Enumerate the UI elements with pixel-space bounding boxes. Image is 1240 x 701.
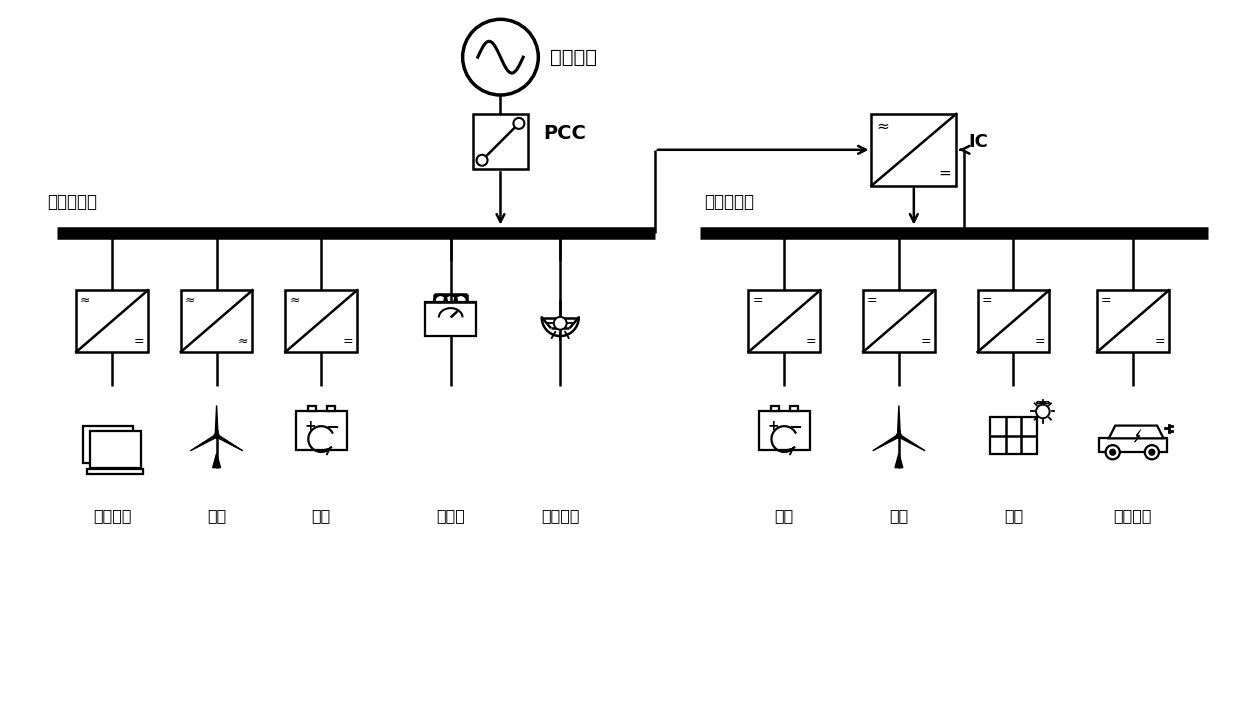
Text: 上级电网: 上级电网 [551,48,598,67]
Polygon shape [900,436,925,451]
Circle shape [476,155,487,165]
Text: ≈: ≈ [185,294,195,307]
Circle shape [1037,404,1049,418]
Text: −: − [789,417,802,435]
Text: =: = [806,335,816,348]
Text: +: + [304,419,316,433]
Text: =: = [342,335,353,348]
Bar [1099,438,1167,452]
Circle shape [1145,445,1159,459]
Polygon shape [873,436,898,451]
Bar [91,430,141,468]
Bar [83,426,134,463]
Circle shape [897,433,901,438]
Bar [790,407,797,411]
Polygon shape [191,436,215,451]
Text: =: = [1101,294,1112,307]
Text: 直流子微网: 直流子微网 [704,193,755,210]
Circle shape [463,20,538,95]
Bar [1097,290,1169,352]
Circle shape [554,317,567,329]
Circle shape [215,433,219,438]
Text: +: + [768,419,779,433]
Text: 直流负荷: 直流负荷 [93,508,131,523]
Text: ≈: ≈ [81,294,91,307]
Text: ≈: ≈ [877,119,889,134]
Bar [749,290,820,352]
Text: =: = [133,335,144,348]
Text: 储能: 储能 [311,508,331,523]
Bar [425,302,476,336]
Text: =: = [920,335,931,348]
Text: ≈: ≈ [289,294,300,307]
Bar [181,290,253,352]
Text: 储能: 储能 [775,508,794,523]
Bar [990,417,1037,454]
Text: =: = [1034,335,1045,348]
Bar [771,407,779,411]
Text: 电动汽车: 电动汽车 [1114,508,1152,523]
Text: =: = [867,294,878,307]
Circle shape [513,118,525,129]
Bar [977,290,1049,352]
Bar [326,407,335,411]
Bar [872,114,956,186]
Bar [88,469,144,474]
Bar [285,290,357,352]
Text: =: = [753,294,763,307]
Text: −: − [325,417,340,435]
Text: PCC: PCC [543,124,585,144]
Polygon shape [898,405,900,433]
Polygon shape [216,405,218,433]
Text: 光伏: 光伏 [1004,508,1023,523]
Text: =: = [1154,335,1164,348]
Bar [759,411,810,450]
Text: 发电机: 发电机 [436,508,465,523]
Bar [863,290,935,352]
Text: 交流负荷: 交流负荷 [541,508,579,523]
Text: ≈: ≈ [238,335,248,348]
Text: =: = [939,165,951,181]
Polygon shape [218,436,243,451]
Circle shape [1106,445,1120,459]
Circle shape [1110,449,1116,455]
Polygon shape [1109,426,1163,438]
Text: =: = [982,294,992,307]
Bar [308,407,316,411]
Polygon shape [895,454,903,468]
Polygon shape [213,454,221,468]
Text: IC: IC [968,132,988,151]
Bar [296,411,347,450]
Bar [474,114,528,169]
Bar [76,290,148,352]
Circle shape [1149,449,1154,455]
Text: 风机: 风机 [207,508,226,523]
Text: 交流子微网: 交流子微网 [47,193,97,210]
Text: 风机: 风机 [889,508,909,523]
Polygon shape [1135,430,1141,442]
